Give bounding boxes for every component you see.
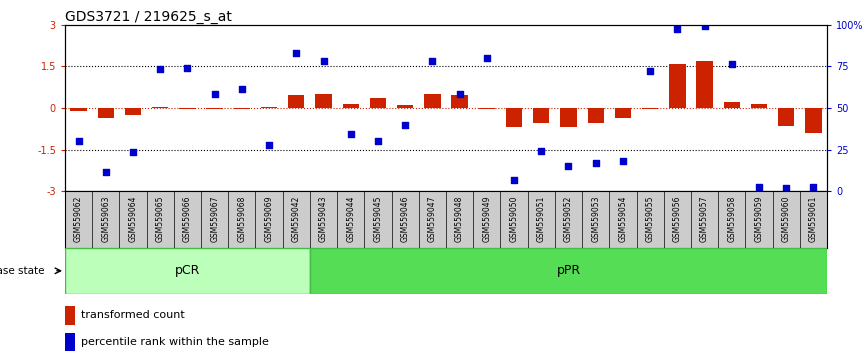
Text: GSM559061: GSM559061: [809, 196, 818, 242]
Point: [72, 138, 86, 144]
Bar: [397, 105, 413, 108]
Text: GSM559047: GSM559047: [428, 196, 436, 242]
Text: pPR: pPR: [556, 264, 580, 277]
Point: [698, 23, 712, 29]
Point: [534, 148, 548, 154]
Bar: [506, 108, 522, 127]
Text: GSM559042: GSM559042: [292, 196, 301, 242]
Text: GSM559050: GSM559050: [509, 196, 519, 242]
Bar: [370, 98, 386, 108]
Point: [180, 65, 194, 70]
Bar: [261, 107, 277, 108]
Point: [670, 26, 684, 32]
Text: GSM559065: GSM559065: [156, 196, 165, 242]
Point: [99, 169, 113, 175]
Bar: [179, 108, 196, 109]
Text: GSM559064: GSM559064: [128, 196, 138, 242]
Bar: [560, 108, 577, 127]
Text: GSM559069: GSM559069: [265, 196, 274, 242]
Point: [643, 68, 657, 73]
Point: [126, 149, 140, 155]
Point: [806, 184, 820, 190]
Text: GSM559056: GSM559056: [673, 196, 682, 242]
Point: [398, 122, 412, 127]
Text: GSM559044: GSM559044: [346, 196, 355, 242]
FancyBboxPatch shape: [310, 248, 827, 294]
Bar: [479, 108, 495, 109]
Text: transformed count: transformed count: [81, 310, 184, 320]
Point: [289, 50, 303, 55]
Text: disease state: disease state: [0, 266, 45, 276]
Point: [779, 185, 793, 191]
Point: [616, 158, 630, 164]
Point: [725, 61, 739, 67]
Text: GSM559051: GSM559051: [537, 196, 546, 242]
Bar: [778, 108, 794, 126]
Text: GSM559053: GSM559053: [591, 196, 600, 242]
Text: GSM559052: GSM559052: [564, 196, 573, 242]
Bar: [206, 108, 223, 109]
Point: [752, 184, 766, 190]
Bar: [65, 333, 74, 351]
Bar: [125, 108, 141, 115]
Text: percentile rank within the sample: percentile rank within the sample: [81, 337, 268, 347]
Bar: [98, 108, 114, 118]
Text: GSM559057: GSM559057: [700, 196, 709, 242]
Point: [262, 143, 276, 148]
Point: [589, 161, 603, 166]
Text: GSM559055: GSM559055: [646, 196, 655, 242]
Text: GSM559046: GSM559046: [401, 196, 410, 242]
Bar: [152, 107, 168, 108]
Bar: [451, 96, 468, 108]
Text: GSM559060: GSM559060: [782, 196, 791, 242]
Text: GSM559049: GSM559049: [482, 196, 491, 242]
Point: [425, 58, 439, 64]
Text: pCR: pCR: [175, 264, 200, 277]
Point: [153, 66, 167, 72]
Text: GSM559063: GSM559063: [101, 196, 110, 242]
Text: GSM559059: GSM559059: [754, 196, 764, 242]
Bar: [615, 108, 631, 118]
Bar: [751, 104, 767, 108]
Bar: [424, 94, 441, 108]
Bar: [315, 94, 332, 108]
Bar: [642, 108, 658, 109]
Bar: [724, 102, 740, 108]
Bar: [70, 108, 87, 111]
Bar: [669, 64, 686, 108]
Bar: [696, 61, 713, 108]
Point: [235, 86, 249, 91]
Text: GSM559054: GSM559054: [618, 196, 627, 242]
Point: [480, 55, 494, 61]
Bar: [343, 104, 359, 108]
FancyBboxPatch shape: [65, 248, 310, 294]
Bar: [587, 108, 604, 123]
Point: [208, 91, 222, 97]
Text: GSM559067: GSM559067: [210, 196, 219, 242]
Point: [561, 164, 575, 169]
Point: [453, 91, 467, 97]
Point: [317, 58, 331, 64]
Text: GSM559066: GSM559066: [183, 196, 192, 242]
Bar: [533, 108, 549, 123]
Bar: [234, 108, 250, 109]
Point: [344, 131, 358, 137]
Point: [371, 138, 385, 144]
Point: [507, 177, 521, 183]
Text: GSM559068: GSM559068: [237, 196, 246, 242]
Text: GSM559062: GSM559062: [74, 196, 83, 242]
Text: GSM559058: GSM559058: [727, 196, 736, 242]
Text: GDS3721 / 219625_s_at: GDS3721 / 219625_s_at: [65, 10, 232, 24]
Bar: [288, 96, 305, 108]
Bar: [65, 306, 74, 325]
Text: GSM559045: GSM559045: [373, 196, 383, 242]
Text: GSM559048: GSM559048: [456, 196, 464, 242]
Text: GSM559043: GSM559043: [319, 196, 328, 242]
Bar: [805, 108, 822, 133]
